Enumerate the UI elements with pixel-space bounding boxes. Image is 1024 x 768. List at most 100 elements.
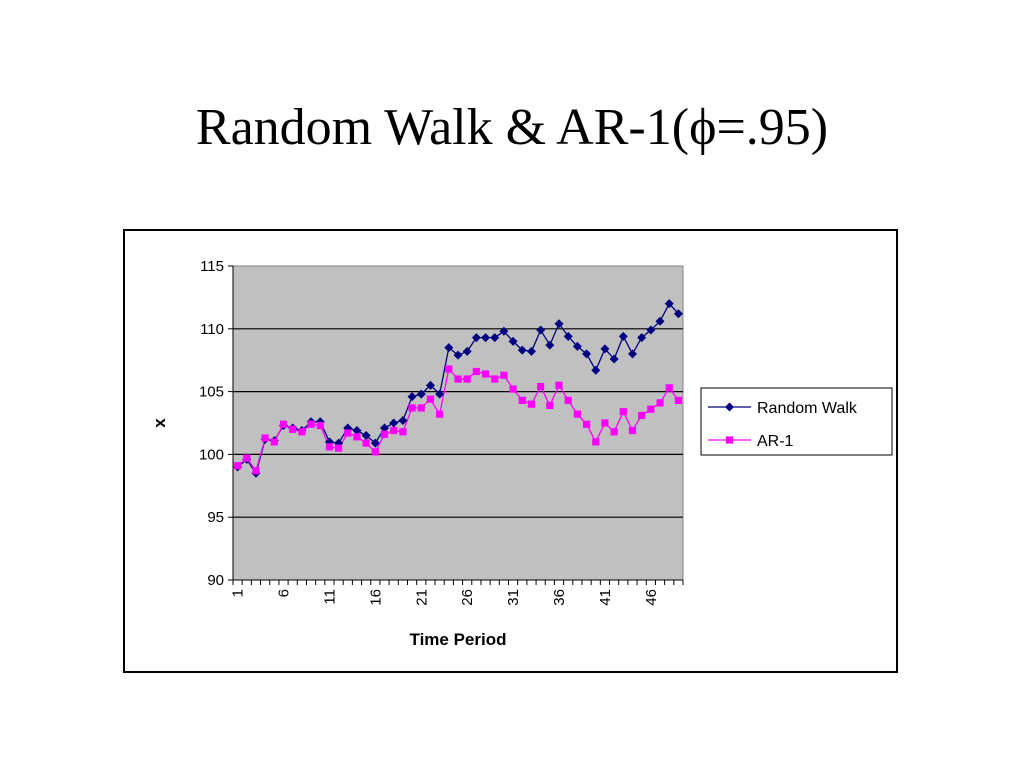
random-walk-point xyxy=(499,326,509,336)
random-walk-point xyxy=(526,346,536,356)
ar-1-point xyxy=(619,408,627,416)
random-walk-point xyxy=(646,325,656,335)
random-walk-point xyxy=(453,350,463,360)
ar-1-point xyxy=(335,444,343,452)
random-walk-point xyxy=(600,344,610,354)
ar-1-point xyxy=(426,395,435,403)
ar-1-point xyxy=(270,438,278,446)
x-tick-label: 26 xyxy=(459,589,476,606)
random-walk-point xyxy=(444,343,454,353)
slide-title: Random Walk & AR-1(ϕ=.95) xyxy=(0,98,1024,157)
ar-1-point xyxy=(628,426,637,435)
chart-frame: 90 95 100 105 110 115 1 6 11 16 21 26 31 36 41 46 Time… xyxy=(123,229,898,673)
random-walk-point xyxy=(380,423,390,433)
random-walk-point xyxy=(627,349,637,359)
random-walk-point xyxy=(609,354,619,364)
random-walk-point xyxy=(370,438,380,448)
ar-1-point xyxy=(610,428,618,436)
random-walk-point xyxy=(563,331,573,341)
ar-1-point xyxy=(472,367,480,376)
random-walk-point xyxy=(435,389,445,399)
ar-1-point xyxy=(582,420,591,428)
random-walk-point xyxy=(334,438,344,448)
legend: Random Walk AR-1 xyxy=(700,387,893,456)
x-tick-label: 16 xyxy=(367,589,384,606)
random-walk-point xyxy=(545,340,555,350)
random-walk-point xyxy=(425,380,435,390)
ar-1-point xyxy=(261,434,269,442)
ar-1-point xyxy=(481,370,490,378)
y-tick-label: 110 xyxy=(200,321,224,338)
random-walk-point xyxy=(664,299,674,309)
ar-1-point xyxy=(509,385,517,393)
y-tick-label: 95 xyxy=(207,509,224,526)
y-tick-label: 100 xyxy=(199,446,224,463)
x-tick-label: 41 xyxy=(597,589,614,606)
x-tick-label: 46 xyxy=(643,589,660,606)
ar-1-point xyxy=(344,429,352,437)
ar-1-point xyxy=(537,382,545,391)
x-tick-label: 36 xyxy=(551,589,568,606)
random-walk-point xyxy=(582,349,592,359)
ar-1-point xyxy=(307,420,315,428)
legend-marker-random-walk xyxy=(725,402,734,412)
ar-1-point xyxy=(417,404,425,412)
random-walk-point xyxy=(398,415,408,425)
ar-1-point xyxy=(665,384,673,392)
ar-1-point xyxy=(638,411,646,420)
random-walk-point xyxy=(490,333,500,343)
random-walk-point xyxy=(352,426,362,436)
ar-1-point xyxy=(656,399,664,407)
ar-1-point xyxy=(555,381,563,389)
ar-1-point xyxy=(518,396,526,404)
random-walk-point xyxy=(462,346,472,356)
title-suffix: =.95) xyxy=(716,99,829,156)
ar-1-point xyxy=(243,454,251,462)
y-tick-label: 115 xyxy=(200,258,224,275)
ar-1-point xyxy=(463,375,471,383)
legend-label-ar-1: AR-1 xyxy=(757,433,794,450)
plot-area xyxy=(232,265,684,581)
ar-1-point xyxy=(316,421,324,430)
random-walk-point xyxy=(572,341,582,351)
random-walk-point xyxy=(554,319,564,329)
ar-1-point xyxy=(362,439,370,447)
ar-1-point xyxy=(436,410,444,418)
ar-1-point xyxy=(647,405,655,413)
random-walk-point xyxy=(591,365,601,375)
ar-1-point xyxy=(527,400,536,408)
ar-1-point xyxy=(573,410,581,418)
ar-1-point xyxy=(408,404,416,412)
ar-1-point xyxy=(500,371,508,379)
random-walk-point xyxy=(407,392,417,402)
ar-1-point xyxy=(298,428,306,436)
x-axis-title: Time Period xyxy=(410,630,507,649)
random-walk-point xyxy=(655,316,665,326)
phi-symbol: ϕ xyxy=(689,99,717,156)
ar-1-point xyxy=(546,401,554,410)
title-prefix: Random Walk & AR-1( xyxy=(195,99,690,156)
ar-1-point xyxy=(390,426,398,435)
random-walk-point xyxy=(389,418,399,428)
random-walk-point xyxy=(517,345,527,355)
ar-1-point xyxy=(325,443,334,451)
ar-1-point xyxy=(252,467,260,475)
ar-1-point xyxy=(592,438,600,446)
random-walk-point xyxy=(315,417,325,427)
x-tick-label: 6 xyxy=(276,589,293,597)
ar-1-point xyxy=(371,448,379,456)
legend-box xyxy=(700,387,893,456)
ar-1-point xyxy=(445,365,453,373)
random-walk-point xyxy=(637,333,647,343)
ar-1-point xyxy=(399,428,407,436)
random-walk-point xyxy=(673,309,683,319)
random-walk-point xyxy=(361,431,371,441)
ar-1-point xyxy=(289,425,297,433)
x-tick-label: 31 xyxy=(505,589,522,606)
ar-1-point xyxy=(601,419,609,427)
random-walk-point xyxy=(416,389,426,399)
x-tick-label: 21 xyxy=(413,589,430,606)
y-tick-label: 90 xyxy=(207,572,224,589)
x-tick-label: 1 xyxy=(230,589,247,597)
